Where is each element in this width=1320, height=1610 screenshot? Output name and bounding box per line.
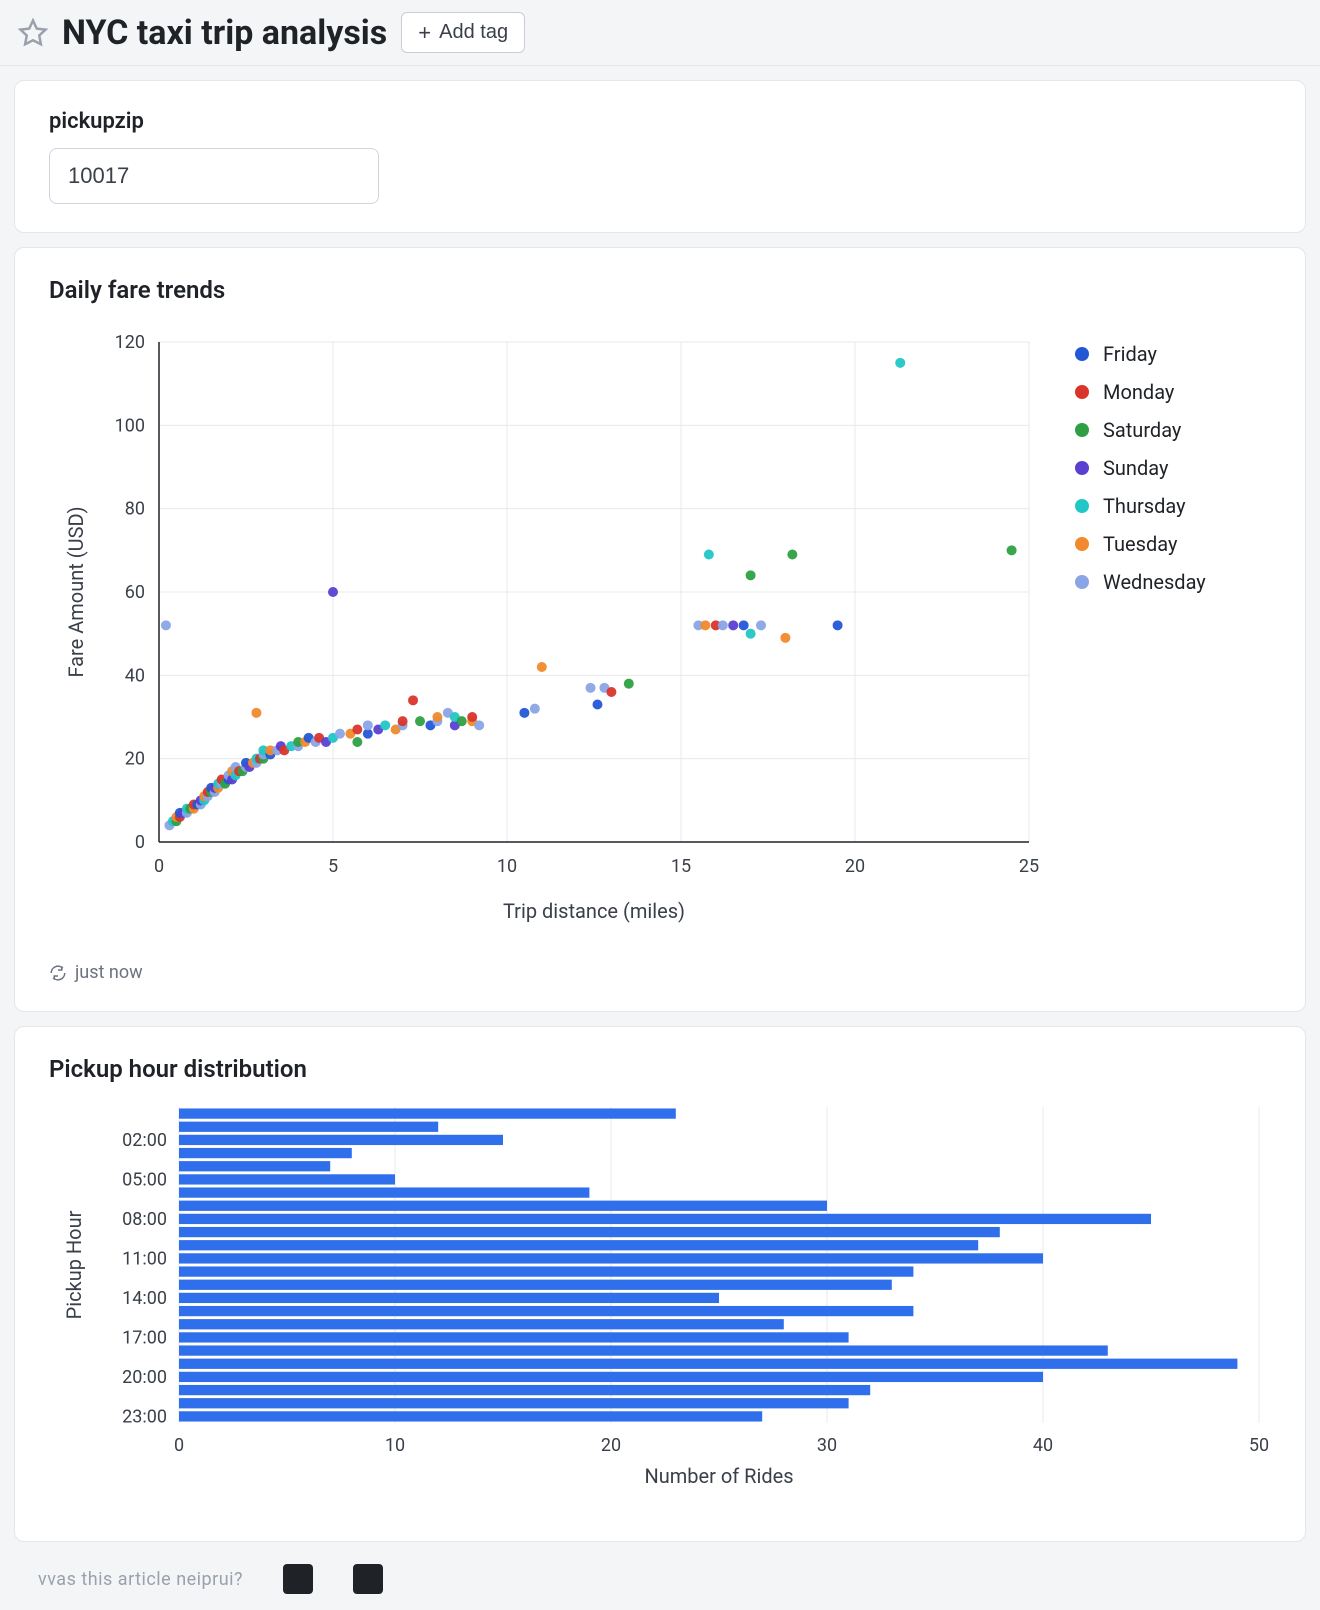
- legend-dot: [1075, 499, 1089, 513]
- pickupzip-input[interactable]: [49, 148, 379, 204]
- svg-text:15: 15: [671, 856, 691, 877]
- svg-text:20: 20: [845, 856, 865, 877]
- svg-text:80: 80: [125, 499, 145, 520]
- svg-text:11:00: 11:00: [122, 1248, 167, 1269]
- svg-text:14:00: 14:00: [122, 1288, 167, 1309]
- svg-text:0: 0: [135, 832, 145, 853]
- plus-icon: +: [418, 22, 431, 44]
- svg-text:40: 40: [1033, 1435, 1053, 1456]
- param-label: pickupzip: [49, 109, 1271, 134]
- dashboard-header: NYC taxi trip analysis + Add tag: [0, 0, 1320, 66]
- page-title: NYC taxi trip analysis: [62, 13, 387, 53]
- scatter-panel: Daily fare trends 0 5 10 15 20 25 0 20 40 60 80 100…: [14, 247, 1306, 1012]
- scatter-chart: 0 5 10 15 20 25 0 20 40 60 80 100 120 Trip distance (…: [49, 322, 1049, 942]
- svg-text:50: 50: [1249, 1435, 1269, 1456]
- svg-text:20: 20: [125, 749, 145, 770]
- legend-item[interactable]: Sunday: [1075, 456, 1206, 480]
- svg-text:10: 10: [497, 856, 517, 877]
- legend-item[interactable]: Tuesday: [1075, 532, 1206, 556]
- svg-text:05:00: 05:00: [122, 1169, 167, 1190]
- legend-dot: [1075, 575, 1089, 589]
- svg-text:17:00: 17:00: [122, 1327, 167, 1348]
- barchart-title: Pickup hour distribution: [49, 1055, 1271, 1083]
- svg-text:Number of Rides: Number of Rides: [644, 1464, 793, 1488]
- svg-text:30: 30: [817, 1435, 837, 1456]
- refresh-text: just now: [75, 962, 143, 983]
- legend-label: Tuesday: [1103, 532, 1177, 556]
- svg-text:5: 5: [328, 856, 338, 877]
- footer-fragment: vvas this article neiprui?: [14, 1556, 1306, 1602]
- svg-text:40: 40: [125, 665, 145, 686]
- legend-label: Sunday: [1103, 456, 1168, 480]
- legend-item[interactable]: Saturday: [1075, 418, 1206, 442]
- parameter-panel: pickupzip: [14, 80, 1306, 233]
- footer-text: vvas this article neiprui?: [38, 1569, 243, 1590]
- favorite-star-icon[interactable]: [18, 18, 48, 48]
- svg-text:23:00: 23:00: [122, 1406, 167, 1427]
- add-tag-label: Add tag: [439, 21, 508, 44]
- legend-label: Wednesday: [1103, 570, 1206, 594]
- refresh-icon: [49, 964, 67, 982]
- svg-text:20: 20: [601, 1435, 621, 1456]
- svg-text:08:00: 08:00: [122, 1209, 167, 1230]
- legend-dot: [1075, 423, 1089, 437]
- svg-text:Fare Amount (USD): Fare Amount (USD): [64, 506, 88, 677]
- svg-text:0: 0: [174, 1435, 184, 1456]
- footer-chip-2[interactable]: [353, 1564, 383, 1594]
- legend-item[interactable]: Monday: [1075, 380, 1206, 404]
- svg-text:02:00: 02:00: [122, 1130, 167, 1151]
- svg-text:Pickup Hour: Pickup Hour: [62, 1210, 86, 1319]
- legend-label: Thursday: [1103, 494, 1186, 518]
- legend-label: Saturday: [1103, 418, 1181, 442]
- legend-item[interactable]: Friday: [1075, 342, 1206, 366]
- legend-dot: [1075, 385, 1089, 399]
- legend-item[interactable]: Wednesday: [1075, 570, 1206, 594]
- svg-text:20:00: 20:00: [122, 1367, 167, 1388]
- legend-label: Monday: [1103, 380, 1174, 404]
- scatter-legend: Friday Monday Saturday Sunday Thursday Tuesda…: [1049, 322, 1206, 594]
- svg-text:120: 120: [115, 332, 145, 353]
- legend-dot: [1075, 347, 1089, 361]
- svg-text:60: 60: [125, 582, 145, 603]
- legend-item[interactable]: Thursday: [1075, 494, 1206, 518]
- svg-text:10: 10: [385, 1435, 405, 1456]
- svg-text:Trip distance (miles): Trip distance (miles): [503, 899, 685, 923]
- legend-label: Friday: [1103, 342, 1157, 366]
- svg-text:100: 100: [115, 415, 145, 436]
- refresh-status[interactable]: just now: [49, 962, 1271, 983]
- svg-text:25: 25: [1019, 856, 1039, 877]
- scatter-title: Daily fare trends: [49, 276, 1271, 304]
- footer-chip-1[interactable]: [283, 1564, 313, 1594]
- legend-dot: [1075, 461, 1089, 475]
- barchart-panel: Pickup hour distribution 0 10 20 30 40 50 02:0…: [14, 1026, 1306, 1542]
- svg-text:0: 0: [154, 856, 164, 877]
- legend-dot: [1075, 537, 1089, 551]
- add-tag-button[interactable]: + Add tag: [401, 12, 525, 53]
- barchart: 0 10 20 30 40 50 02:00 05:00 08:00 11:00 14:00 17:0…: [49, 1101, 1279, 1501]
